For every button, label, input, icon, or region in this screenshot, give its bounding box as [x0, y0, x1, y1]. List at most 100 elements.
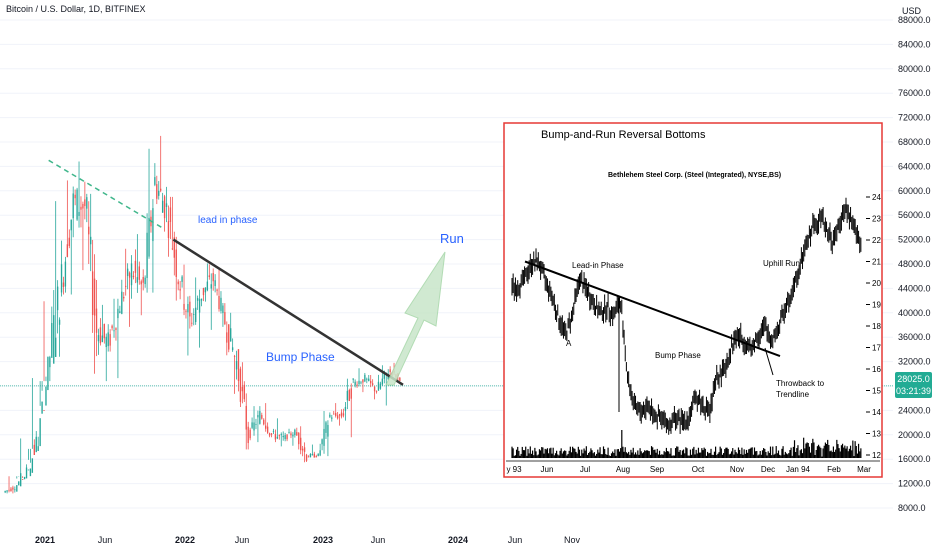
candle-body	[171, 248, 174, 250]
inset-x-tick-label: Dec	[761, 465, 775, 474]
candle-body	[210, 284, 212, 289]
candle-body	[177, 281, 179, 285]
candle-body	[323, 428, 325, 446]
candle-body	[335, 413, 337, 416]
candle-body	[358, 380, 360, 385]
candle-body	[16, 485, 18, 492]
candle-body	[35, 436, 37, 453]
candle-body	[49, 357, 51, 368]
candle-body	[134, 260, 137, 273]
y-tick-label: 36000.0	[898, 332, 931, 342]
candle-body	[249, 429, 251, 439]
candle-body	[23, 476, 26, 480]
candle-body	[193, 314, 195, 315]
candle-body	[185, 310, 187, 312]
candle-body	[222, 305, 224, 314]
inset-trendline	[524, 260, 781, 358]
candle-body	[301, 448, 304, 451]
candle-body	[123, 296, 125, 299]
candle-body	[187, 304, 189, 313]
inset-y-tick-label: 21	[872, 258, 881, 267]
y-tick-label: 60000.0	[898, 186, 931, 196]
candle-body	[377, 381, 380, 391]
x-tick-label: Jun	[371, 535, 386, 545]
candle-body	[20, 473, 22, 487]
candle-body	[212, 273, 214, 282]
candle-body	[43, 410, 45, 411]
candle-body	[331, 417, 333, 419]
lead-in-trendline[interactable]	[48, 159, 163, 229]
candle-body	[107, 332, 109, 347]
chart-title: Bitcoin / U.S. Dollar, 1D, BITFINEX	[6, 4, 146, 14]
run-label: Run	[440, 231, 464, 246]
inset-y-tick-label: 19	[872, 301, 881, 310]
candle-body	[286, 434, 288, 440]
candle-body	[266, 426, 269, 433]
candle-body	[362, 379, 364, 383]
candle-body	[348, 389, 350, 401]
run-arrow[interactable]	[385, 251, 446, 386]
candle-body	[251, 422, 253, 428]
inset-x-tick-label: Jan 94	[786, 465, 811, 474]
y-tick-label: 72000.0	[898, 113, 931, 123]
candle-body	[276, 436, 279, 439]
candle-body	[278, 435, 280, 437]
y-tick-label: 8000.0	[898, 503, 926, 513]
inset-x-tick-label: Feb	[827, 465, 841, 474]
candle-body	[125, 285, 127, 287]
candle-body	[64, 261, 67, 287]
candle-body	[228, 324, 230, 350]
main-trendline[interactable]	[172, 238, 404, 386]
inset-volume	[511, 430, 862, 458]
candle-body	[167, 221, 170, 239]
candle-body	[315, 456, 317, 458]
inset-x-tick-label: Sep	[650, 465, 665, 474]
candle-body	[383, 371, 385, 379]
candle-body	[140, 281, 142, 285]
y-tick-label: 56000.0	[898, 210, 931, 220]
candle-body	[346, 390, 349, 401]
candle-body	[296, 432, 298, 436]
y-axis[interactable]: 8000.012000.016000.020000.024000.028000.…	[898, 15, 931, 513]
candle-body	[130, 263, 133, 286]
candle-body	[99, 327, 102, 344]
candle-body	[136, 277, 139, 283]
candle-body	[202, 288, 205, 296]
x-axis[interactable]: 2021 Jun 2022 Jun 2023 Jun 2024 Jun Nov	[35, 535, 581, 545]
inset-y-tick-label: 12	[872, 451, 881, 460]
inset-title: Bump-and-Run Reversal Bottoms	[541, 129, 706, 141]
inset-chart: Bump-and-Run Reversal Bottoms Bethlehem …	[503, 122, 883, 478]
candle-body	[204, 287, 207, 293]
candle-body	[282, 435, 284, 438]
candle-body	[284, 435, 286, 440]
candle-body	[4, 490, 6, 493]
candle-body	[183, 303, 185, 310]
candle-body	[33, 444, 35, 455]
x-tick-label: Jun	[98, 535, 113, 545]
candle-body	[27, 469, 30, 471]
candle-body	[60, 264, 63, 293]
candle-body	[191, 322, 193, 324]
x-tick-label: Jun	[235, 535, 250, 545]
candle-body	[70, 219, 72, 231]
candle-body	[272, 430, 275, 432]
candle-body	[93, 278, 96, 316]
candle-body	[152, 208, 154, 242]
candle-body	[148, 217, 150, 257]
candle-body	[237, 349, 240, 381]
candle-body	[196, 298, 199, 301]
candle-body	[198, 299, 201, 313]
inset-border	[503, 122, 883, 478]
candle-body	[126, 268, 129, 276]
inset-x-tick-label: Oct	[692, 465, 705, 474]
candle-body	[95, 308, 98, 333]
candle-body	[51, 323, 53, 358]
current-price-badge[interactable]: 28025.0 03:21:39	[895, 372, 932, 398]
candle-body	[261, 415, 263, 419]
candle-body	[179, 289, 181, 291]
candle-body	[368, 378, 370, 381]
candle-body	[6, 490, 8, 492]
candle-body	[76, 189, 78, 220]
candle-body	[154, 177, 156, 185]
